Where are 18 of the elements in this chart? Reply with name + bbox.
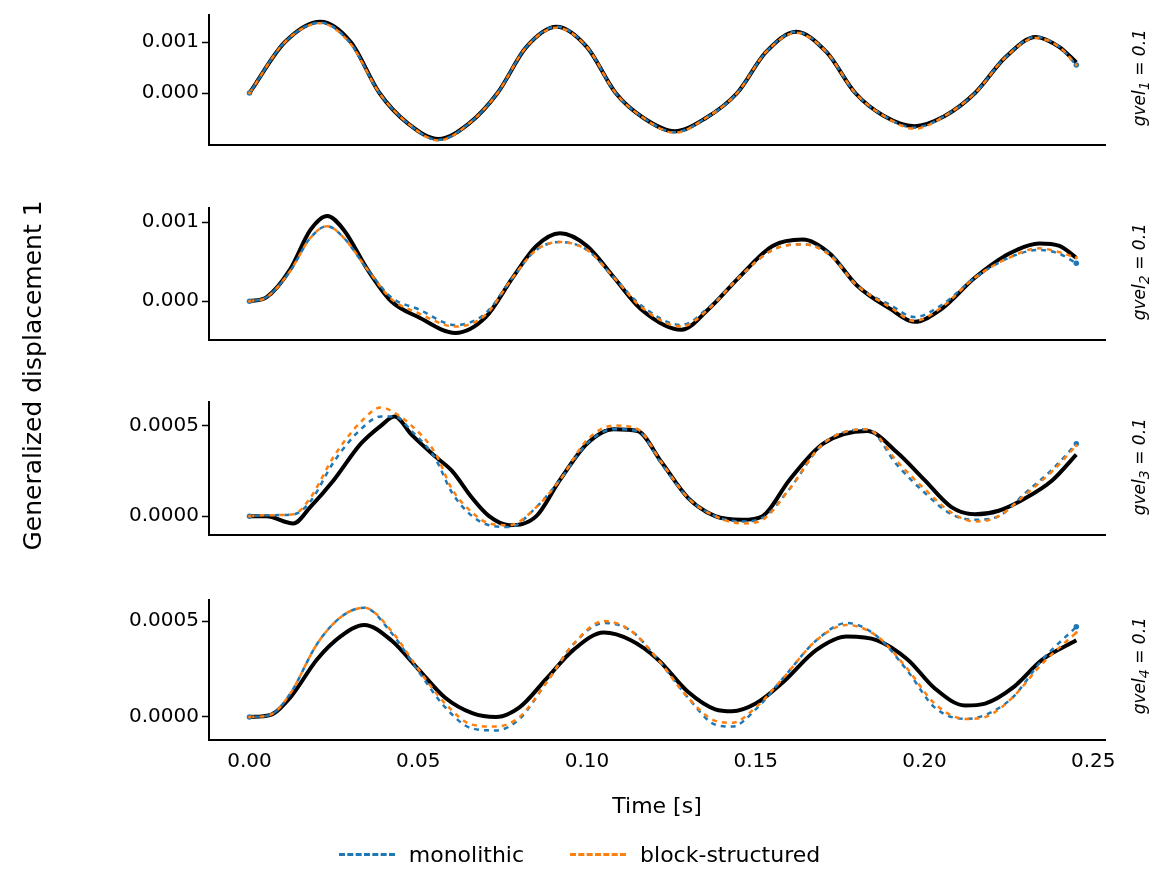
y-axis-title: Generalized displacement 1 [17,199,47,551]
y-tick-label: 0.0005 [129,411,199,436]
y-tick-label: 0.0005 [129,607,199,632]
y-tick-label: 0.0000 [129,703,199,728]
x-tick-label: 0.05 [395,748,441,773]
x-tick-label: 0.10 [564,748,610,773]
x-axis-title: Time [s] [611,792,702,818]
y-tick-label: 0.001 [141,28,199,53]
x-tick-label: 0.00 [227,748,272,773]
x-tick-label: 0.25 [1070,748,1116,773]
y-tick-label: 0.0000 [129,502,199,527]
x-tick-label: 0.15 [733,748,778,773]
y-tick-label: 0.001 [141,208,199,233]
legend-label: block-structured [640,842,821,867]
y-tick-label: 0.000 [141,287,199,312]
x-tick-label: 0.20 [902,748,947,773]
y-tick-label: 0.000 [141,79,199,104]
legend-label: monolithic [408,842,525,867]
